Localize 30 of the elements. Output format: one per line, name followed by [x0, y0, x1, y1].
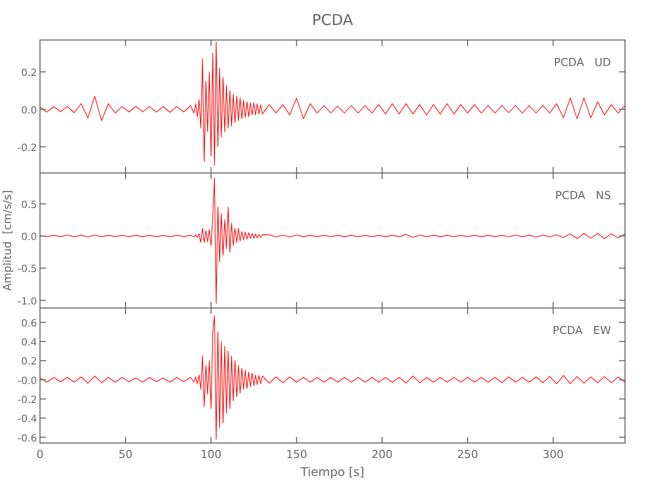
y-axis-title: Amplitud [cm/s/s]: [1, 190, 14, 291]
y-tick-label: 0.0: [21, 232, 37, 243]
y-tick-label: -0.6: [17, 433, 37, 444]
y-tick-label: 0.5: [21, 200, 37, 211]
x-axis-title: Tiempo [s]: [300, 465, 364, 479]
line-series: [40, 178, 626, 304]
y-tick-label: 0.6: [21, 318, 37, 330]
y-tick-label: -0.5: [17, 264, 37, 276]
y-tick-label: 0.0: [21, 105, 37, 116]
y-tick-label: 0.4: [21, 338, 37, 349]
chart-title: PCDA: [312, 11, 354, 29]
x-tick-label: 0: [36, 448, 44, 461]
y-tick-label: 0.2: [21, 68, 37, 79]
y-tick-label: -0.2: [17, 394, 37, 406]
x-tick-label: 100: [200, 448, 222, 461]
line-series: [40, 42, 626, 166]
x-tick-label: 150: [286, 448, 308, 461]
x-tick-label: 50: [118, 448, 133, 461]
y-tick-label: 0.2: [21, 356, 37, 368]
x-tick-label: 250: [457, 448, 478, 461]
line-series: [40, 315, 626, 440]
y-tick-label: -0.4: [17, 414, 37, 426]
annotation: PCDA EW: [552, 324, 612, 337]
x-tick-label: 300: [542, 448, 564, 461]
y-tick-label: -0.2: [17, 142, 37, 154]
annotation: PCDA NS: [555, 189, 612, 202]
y-tick-label: -0.0: [17, 376, 37, 387]
x-tick-label: 200: [372, 448, 393, 461]
annotation: PCDA UD: [554, 56, 611, 69]
y-tick-label: -1.0: [17, 296, 37, 308]
